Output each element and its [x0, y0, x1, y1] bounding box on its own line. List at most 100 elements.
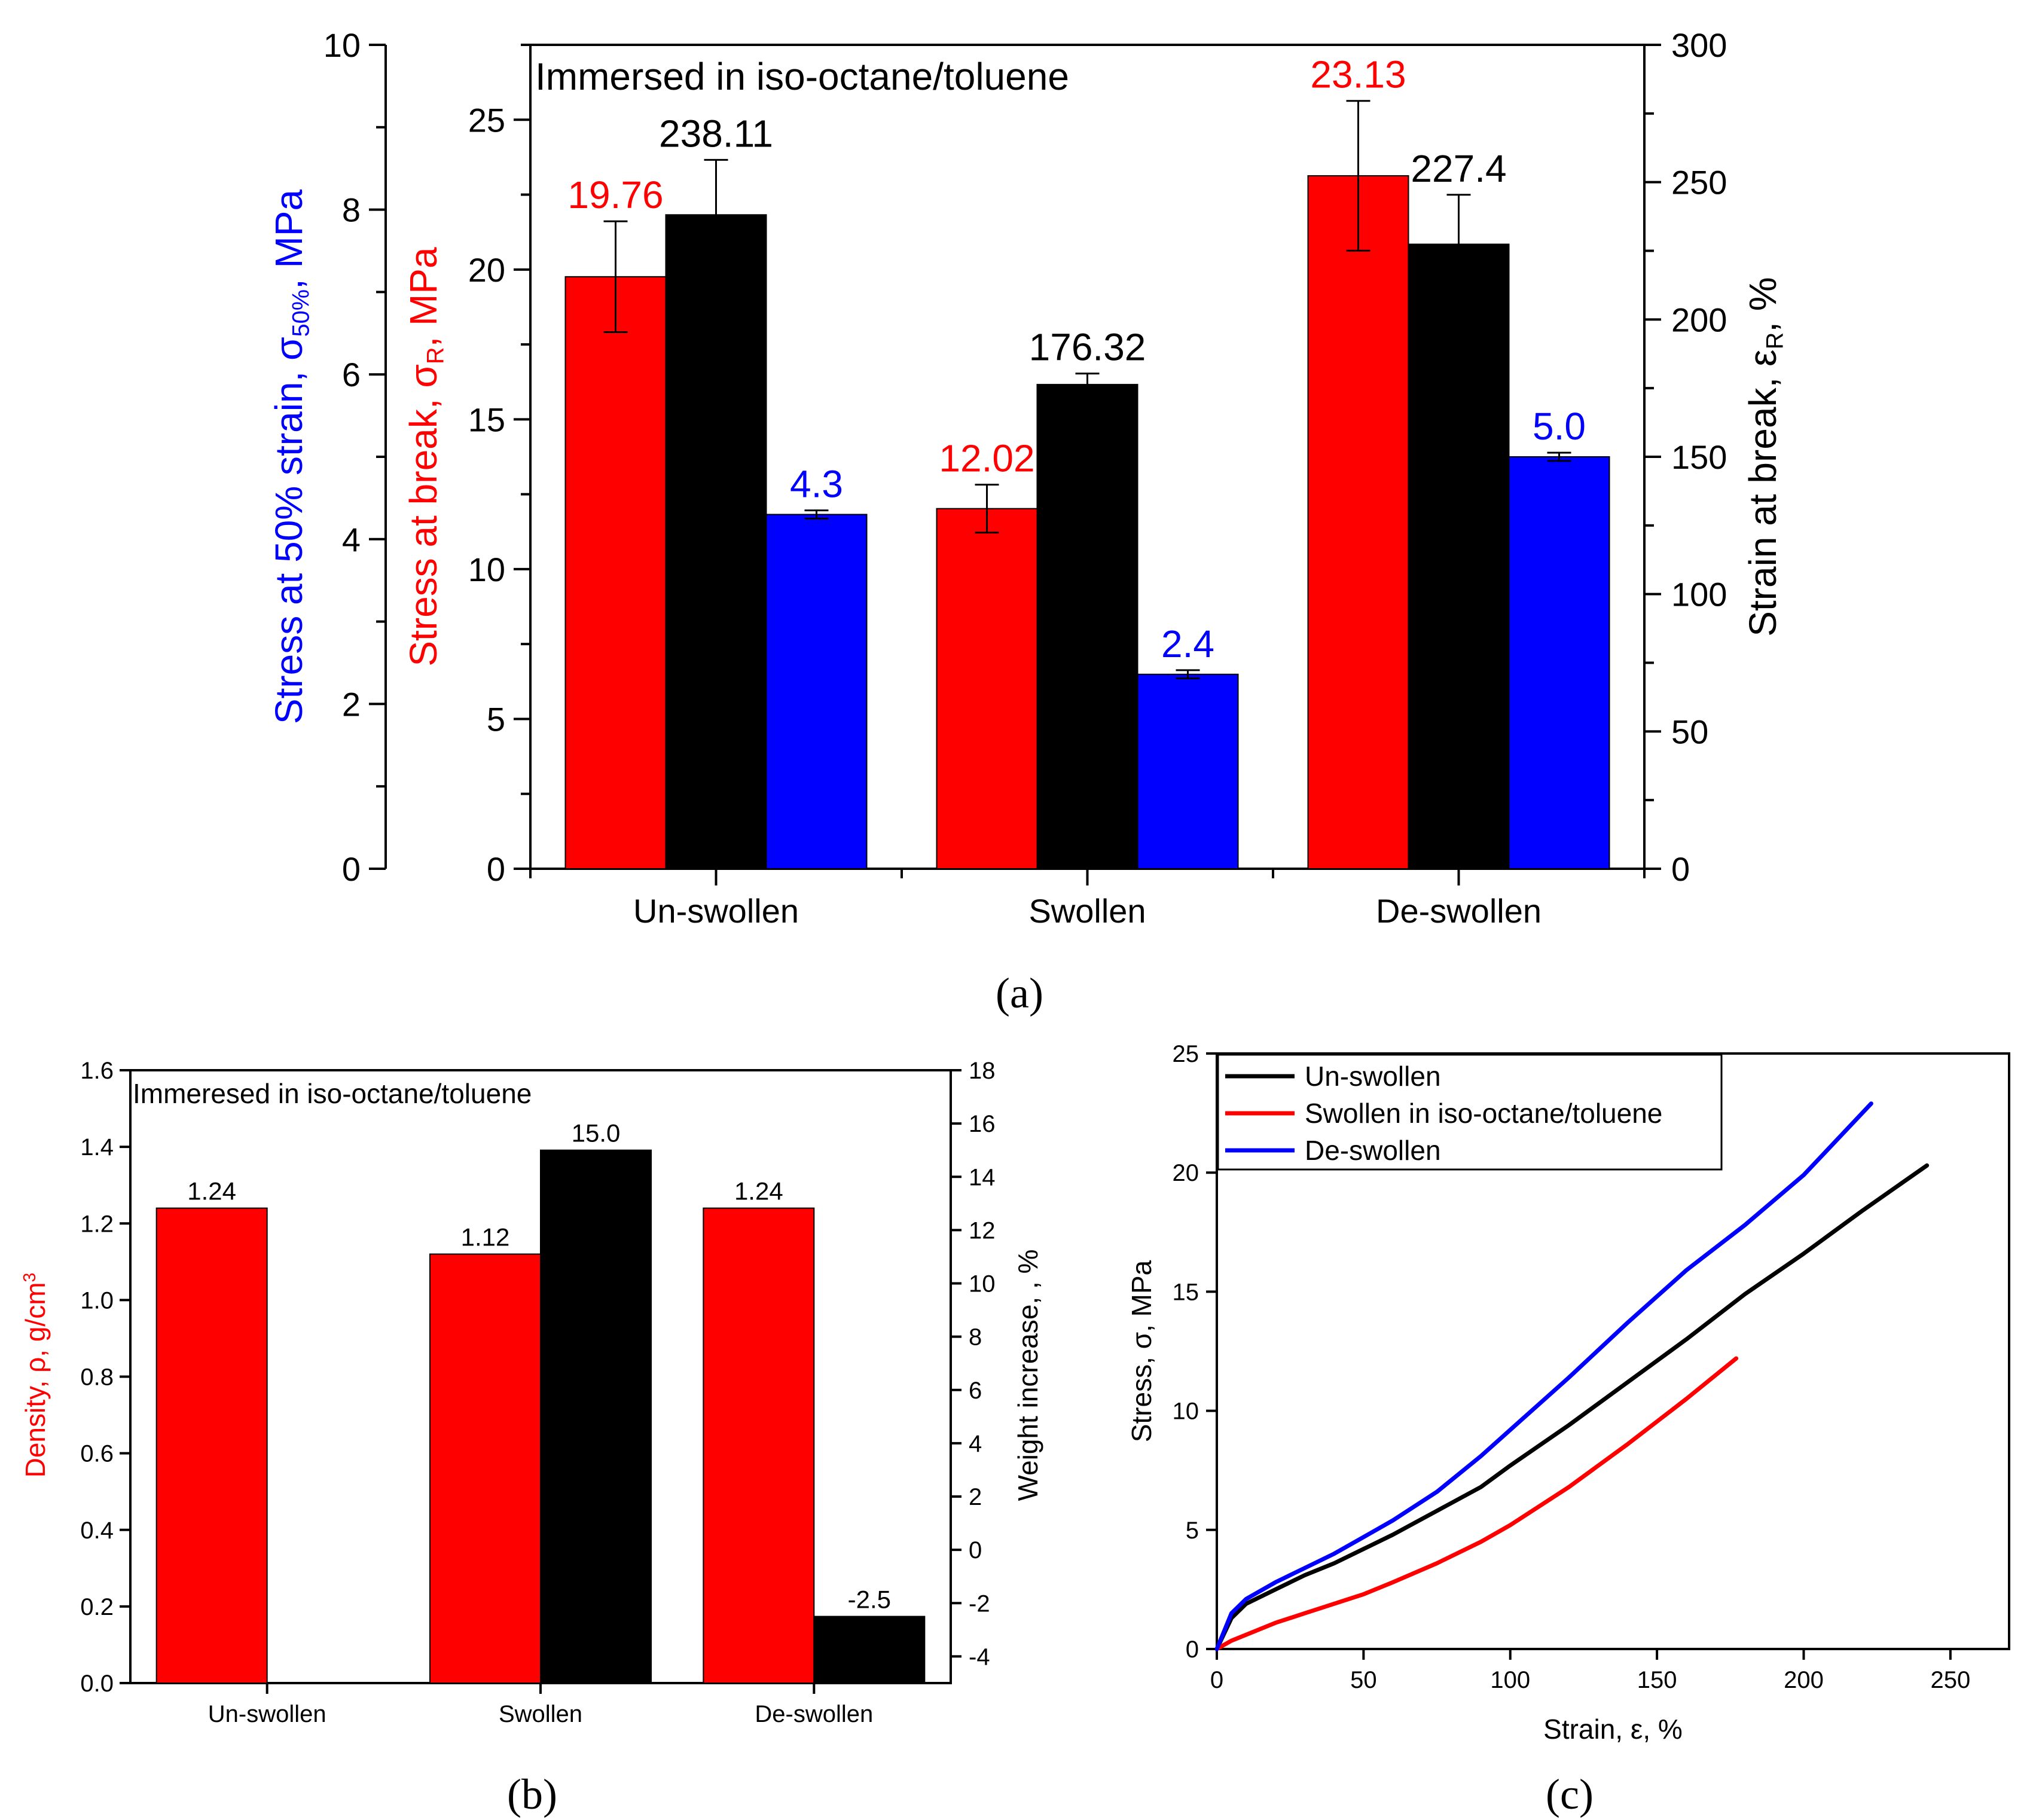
panel-a-data-label: 176.32 — [1029, 326, 1146, 369]
panel-b-category-label: De-swollen — [755, 1701, 873, 1727]
panel-a-annotation: Immersed in iso-octane/toluene — [535, 55, 1069, 98]
panel-b-left-axis-title: Density, ρ, g/cm3 — [20, 1273, 51, 1478]
panel-b-right-tick-label: 4 — [969, 1431, 982, 1457]
panel-b-right-tick-label: 2 — [969, 1484, 982, 1510]
panel-b-label: (b) — [507, 1770, 557, 1818]
panel-a-bar — [1307, 175, 1409, 870]
panel-a-right-tick-label: 250 — [1671, 164, 1727, 201]
panel-c-y-tick-label: 10 — [1173, 1398, 1199, 1425]
panel-a-bar — [564, 276, 667, 869]
panel-c-legend-box — [1217, 1053, 1723, 1171]
panel-c-x-tick-label: 200 — [1784, 1667, 1824, 1693]
panel-a-bar — [936, 508, 1038, 869]
panel-b-right-tick-label: -4 — [969, 1644, 990, 1670]
panel-b-right-tick-label: 6 — [969, 1378, 982, 1404]
panel-a-inner-tick-label: 15 — [468, 401, 505, 438]
panel-a-data-label: 4.3 — [790, 463, 843, 506]
panel-c-x-tick-label: 0 — [1210, 1667, 1223, 1693]
panel-a-bar — [1508, 456, 1610, 869]
panel-c-y-tick-label: 5 — [1186, 1517, 1199, 1544]
panel-a-right-axis-title: Strain at break, εR, % — [1741, 277, 1788, 636]
panel-a-outer-tick-label: 4 — [342, 521, 361, 558]
panel-a-data-label: 12.02 — [939, 437, 1034, 480]
panel-c-series-line — [1214, 1163, 1930, 1651]
panel-a-outer-tick-label: 8 — [342, 191, 361, 229]
panel-b-right-tick-label: 8 — [969, 1324, 982, 1351]
panel-b-category-label: Un-swollen — [208, 1701, 326, 1727]
panel-b-data-label: 1.24 — [187, 1177, 236, 1205]
panel-b-bar — [429, 1253, 541, 1684]
panel-c-series-line — [1214, 1356, 1739, 1651]
panel-a-data-label: 5.0 — [1533, 405, 1586, 448]
panel-c-series-line — [1214, 1101, 1873, 1651]
panel-a-outer-tick-label: 0 — [342, 850, 361, 888]
panel-b-data-label: 1.24 — [734, 1177, 783, 1205]
panel-b-chart: 0.0 0.2 0.4 0.6 0.8 1.0 1.2 1.4 1.6 -4 -2 0 2 4 6 8 10 12… — [20, 1058, 1043, 1818]
panel-b-left-tick-label: 0.0 — [80, 1671, 114, 1697]
panel-c-y-tick-label: 20 — [1173, 1160, 1199, 1186]
panel-c-legend-label: Un-swollen — [1305, 1061, 1441, 1092]
panel-b-left-tick-label: 1.0 — [80, 1287, 114, 1314]
panel-a-right-tick-label: 100 — [1671, 576, 1727, 613]
panel-a-outer-tick-label: 10 — [323, 26, 361, 64]
panel-b-right-tick-label: 14 — [969, 1164, 996, 1190]
panel-a-inner-tick-label: 5 — [487, 700, 505, 738]
panel-c-label: (c) — [1546, 1770, 1594, 1818]
panel-c-x-axis-title: Strain, ε, % — [1543, 1714, 1683, 1745]
panel-b-right-axis-title: Weight increase, , % — [1012, 1249, 1043, 1501]
panel-c-y-tick-label: 0 — [1186, 1636, 1199, 1663]
panel-a-outer-tick-label: 6 — [342, 356, 361, 393]
panel-b-left-tick-label: 0.6 — [80, 1441, 114, 1467]
panel-c-y-tick-label: 15 — [1173, 1279, 1199, 1305]
panel-a-right-tick-label: 150 — [1671, 438, 1727, 476]
panel-a-category-label: Swollen — [1028, 892, 1146, 930]
panel-b-data-label: 15.0 — [572, 1119, 621, 1147]
panel-b-bar — [540, 1149, 652, 1684]
panel-b-right-tick-label: 10 — [969, 1271, 996, 1297]
panel-b-data-label: -2.5 — [848, 1586, 891, 1614]
panel-a-bar — [665, 214, 767, 870]
panel-a-inner-tick-label: 20 — [468, 251, 505, 289]
panel-a-inner-tick-label: 0 — [487, 850, 505, 888]
panel-a-data-label: 2.4 — [1161, 622, 1214, 665]
panel-b-left-tick-label: 1.4 — [80, 1134, 114, 1161]
panel-a-inner-tick-label: 25 — [468, 101, 505, 139]
panel-b-left-tick-label: 0.8 — [80, 1364, 114, 1391]
panel-b-bar — [155, 1207, 268, 1684]
panel-c-x-tick-label: 100 — [1490, 1667, 1530, 1693]
panel-b-bar — [813, 1616, 926, 1684]
panel-b-right-tick-label: 12 — [969, 1217, 996, 1244]
panel-b-left-tick-label: 1.6 — [80, 1058, 114, 1084]
panel-b-annotation: Immeresed in iso-octane/toluene — [133, 1078, 532, 1109]
panel-b-right-tick-label: 0 — [969, 1537, 982, 1564]
panel-a-chart: 02468100510152025050100150200250300Un-sw… — [267, 26, 1788, 1017]
panel-a-right-tick-label: 300 — [1671, 26, 1727, 64]
panel-a-bar — [1036, 384, 1138, 869]
panel-a-outer-axis-title: Stress at 50% strain, σ50%, MPa — [267, 189, 315, 724]
panel-c-y-tick-label: 25 — [1173, 1041, 1199, 1067]
panel-c-legend-label: De-swollen — [1305, 1135, 1441, 1166]
panel-a-data-label: 238.11 — [659, 112, 773, 155]
panel-b-left-tick-label: 0.2 — [80, 1594, 114, 1620]
panel-b-right-tick-label: -2 — [969, 1590, 990, 1617]
panel-b-left-tick-label: 0.4 — [80, 1517, 114, 1544]
panel-a-category-label: De-swollen — [1376, 892, 1542, 930]
panel-b-right-tick-label: 18 — [969, 1058, 996, 1084]
panel-c-chart: 0 50 100 150 200 250 0 5 10 15 20 25 Un-swollen Swoll… — [1126, 1041, 2010, 1818]
panel-b-right-tick-label: 16 — [969, 1111, 996, 1137]
panel-a-label: (a) — [996, 969, 1043, 1017]
panel-a-category-label: Un-swollen — [633, 892, 799, 930]
panel-c-y-axis-title: Stress, σ, MPa — [1126, 1260, 1157, 1442]
panel-c-x-tick-label: 250 — [1930, 1667, 1970, 1693]
panel-a-bar — [1408, 243, 1510, 870]
panel-a-inner-axis-title: Stress at break, σR, MPa — [402, 247, 449, 667]
panel-b-data-label: 1.12 — [461, 1223, 510, 1251]
panel-a-right-tick-label: 0 — [1671, 850, 1690, 888]
panel-a-bar — [1137, 673, 1239, 869]
panel-c-x-tick-label: 150 — [1637, 1667, 1677, 1693]
panel-a-data-label: 23.13 — [1310, 53, 1406, 96]
panel-a-inner-tick-label: 10 — [468, 551, 505, 588]
panel-a-bar — [765, 514, 868, 869]
